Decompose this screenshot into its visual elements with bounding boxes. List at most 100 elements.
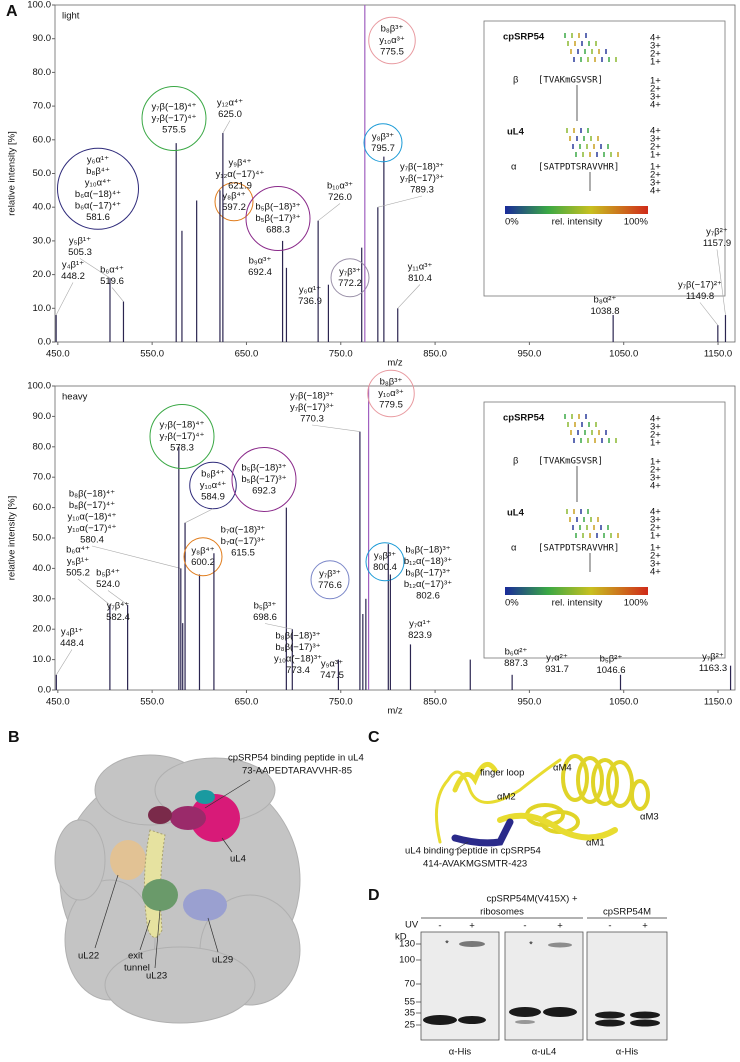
- asterisk: *: [529, 940, 533, 951]
- ion-label: y₄β¹⁺: [62, 260, 84, 271]
- ion-label: b₈β³⁺: [380, 377, 403, 388]
- mz-label: 1046.6: [596, 665, 625, 676]
- mz-label: 1163.3: [699, 663, 727, 674]
- y-tick-label: 70.0: [33, 101, 52, 112]
- ion-label: y₇β(−17)³⁺: [290, 402, 334, 413]
- x-tick-label: 550.0: [140, 349, 164, 360]
- mz-label: 800.4: [373, 562, 397, 573]
- x-axis-label: m/z: [387, 706, 403, 717]
- protein-name: uL4: [507, 127, 525, 138]
- charge-label: 1+: [650, 531, 661, 542]
- y-axis-label: relative intensity [%]: [7, 131, 18, 215]
- ion-circle: [57, 147, 139, 230]
- scale-label: 100%: [624, 217, 649, 228]
- mz-label: 692.4: [248, 267, 272, 278]
- inset-frame: [483, 20, 726, 297]
- ion-circle: [214, 182, 254, 222]
- ion-label: y₁₀α(−18)³⁺: [274, 654, 322, 665]
- lane-sign: +: [557, 921, 563, 932]
- charge-label: 2+: [650, 430, 661, 441]
- mz-label: 448.4: [60, 638, 84, 649]
- leader-line: [107, 590, 128, 606]
- x-tick-label: 850.0: [423, 349, 447, 360]
- ion-label: y₉α³⁺: [321, 659, 343, 670]
- ion-circle: [141, 86, 207, 151]
- y-tick-label: 0.0: [38, 337, 51, 348]
- scale-label: 0%: [505, 598, 519, 609]
- ion-label: b₁₂α(−18)³⁺: [404, 556, 452, 567]
- lane-sign: -: [438, 921, 441, 932]
- y-tick-label: 30.0: [33, 593, 52, 604]
- charge-label: 3+: [650, 422, 661, 433]
- ion-label: b₈β(−17)⁴⁺: [69, 500, 115, 511]
- leader-line: [716, 249, 726, 316]
- y-tick-label: 100.0: [27, 0, 51, 11]
- charge-label: 1+: [650, 150, 661, 161]
- ion-label: y₇β(−17)²⁺: [678, 280, 722, 291]
- ion-label: b₈β⁴⁺: [201, 469, 225, 480]
- charge-label: 1+: [650, 162, 661, 173]
- scale-label: rel. intensity: [552, 598, 603, 609]
- mz-label: 505.2: [66, 568, 90, 579]
- inset-frame: [483, 401, 726, 659]
- ion-circle: [245, 186, 311, 251]
- ion-label: y₁₁α³⁺: [408, 262, 433, 273]
- y-tick-label: 100.0: [27, 381, 51, 392]
- mz-label: 524.0: [96, 579, 120, 590]
- y-tick-label: 60.0: [33, 502, 52, 513]
- x-tick-label: 650.0: [235, 697, 259, 708]
- leader-line: [91, 545, 181, 569]
- header: cpSRP54M: [603, 907, 651, 918]
- annotation: tunnel: [124, 963, 150, 974]
- ion-label: b₅β⁴⁺: [96, 568, 120, 579]
- sequence: [TVAKmGSVSR]: [538, 457, 603, 467]
- ion-label: y₉β⁴⁺: [228, 158, 251, 169]
- ion-label: y₇β(−18)³⁺: [400, 162, 444, 173]
- leader-line: [55, 282, 74, 316]
- header: ribosomes: [480, 907, 524, 918]
- ion-label: b₆α⁴⁺: [100, 265, 124, 276]
- ion-label: y₁₂α⁴⁺: [217, 98, 243, 109]
- mz-label: 810.4: [408, 273, 432, 284]
- blot-label: α-His: [616, 1047, 639, 1058]
- mz-label: 1149.8: [686, 291, 714, 302]
- annotation: uL4 binding peptide in cpSRP54: [405, 846, 541, 857]
- charge-label: 2+: [650, 465, 661, 476]
- annotation: αM4: [553, 763, 572, 774]
- spectrum-name: light: [62, 11, 80, 22]
- ion-circle: [231, 447, 297, 512]
- ion-label: b₈β(−18)³⁺: [275, 631, 320, 642]
- y-tick-label: 90.0: [33, 411, 52, 422]
- mz-label: 770.3: [300, 414, 324, 425]
- ion-label: b₈β(−17)³⁺: [405, 568, 450, 579]
- ion-circle: [183, 537, 223, 577]
- ion-label: y₇β(−18)⁴⁺: [159, 420, 204, 431]
- sequence: [SATPDTSRAVVHR]: [538, 163, 619, 173]
- y-tick-label: 80.0: [33, 441, 52, 452]
- ion-label: y₇β²⁺: [702, 652, 724, 663]
- mz-label: 887.3: [504, 658, 528, 669]
- mz-label: 692.3: [252, 486, 276, 497]
- x-tick-label: 1150.0: [704, 697, 732, 708]
- annotation: uL22: [78, 951, 99, 962]
- ion-circle: [149, 404, 215, 469]
- ion-label: y₇β⁴⁺: [107, 601, 130, 612]
- lane-sign: +: [642, 921, 648, 932]
- ribosome-structure: [54, 754, 301, 1024]
- scale-label: rel. intensity: [552, 217, 603, 228]
- x-tick-label: 1050.0: [609, 697, 638, 708]
- ion-label: y₈β⁴⁺: [191, 546, 214, 557]
- ion-label: y₇β(−18)⁴⁺: [151, 102, 196, 113]
- mz-label: 581.6: [86, 212, 110, 223]
- ion-label: y₁₀α(−18)⁴⁺: [68, 512, 117, 523]
- blot-label: α-His: [449, 1047, 472, 1058]
- x-tick-label: 750.0: [329, 697, 353, 708]
- mz-label: 575.5: [162, 125, 186, 136]
- chain: α: [511, 543, 517, 554]
- ion-label: y₈β³⁺: [374, 551, 396, 562]
- charge-label: 4+: [650, 567, 661, 578]
- panel-label: D: [368, 887, 380, 904]
- x-tick-label: 450.0: [46, 349, 70, 360]
- mz-label: 698.6: [253, 612, 277, 623]
- ion-label: y₇α¹⁺: [409, 619, 431, 630]
